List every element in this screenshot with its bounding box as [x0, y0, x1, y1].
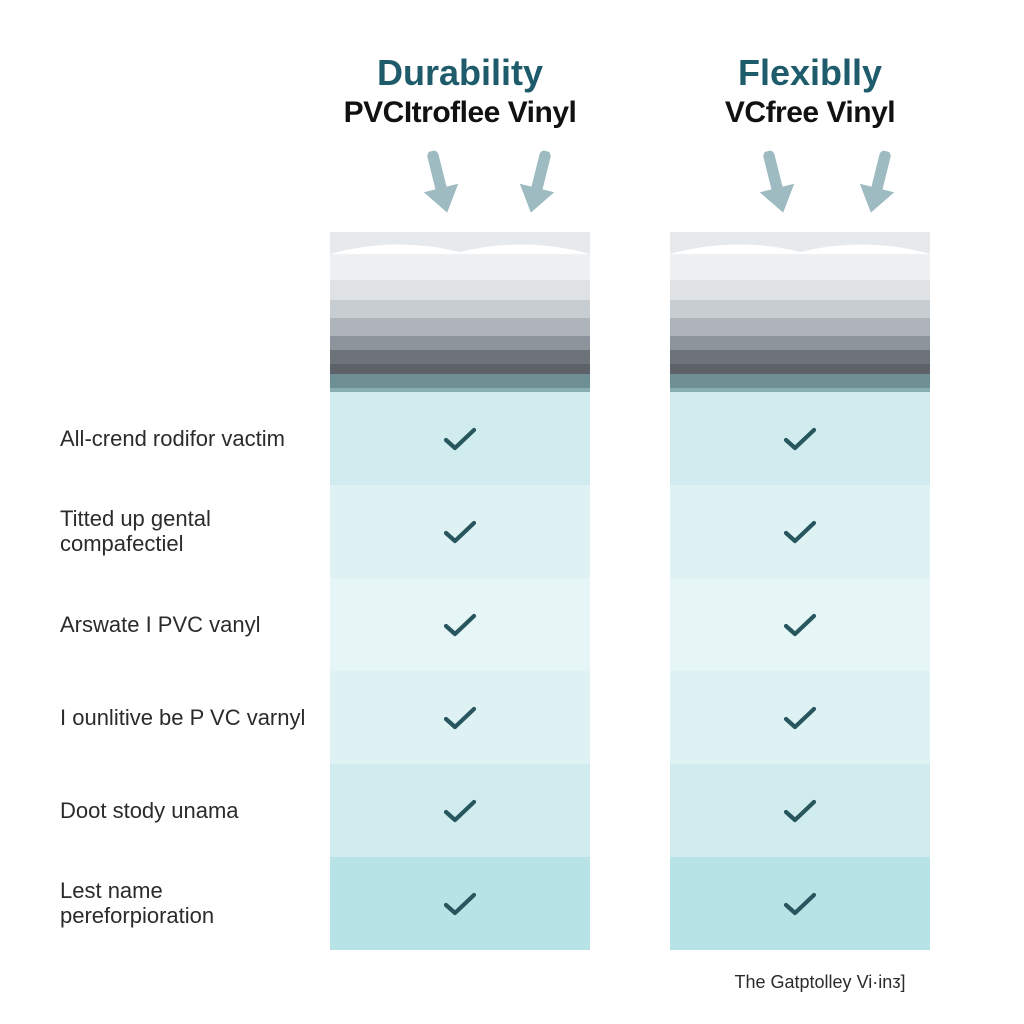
row-label: I ounlitive be P VC varnyl [60, 705, 320, 730]
table-row [330, 485, 590, 578]
row-label: Arswate I PVC vanyl [60, 612, 320, 637]
row-label: Lest namepereforpioration [60, 878, 320, 929]
check-icon [443, 798, 477, 824]
material-layers-graphic [670, 232, 930, 392]
column-header-right: FlexibllyVCfree Vinyl [660, 52, 960, 130]
check-icon [443, 705, 477, 731]
column-subtitle: PVCItroflee Vinyl [310, 96, 610, 130]
down-arrow-icon [500, 144, 575, 232]
check-icon [443, 891, 477, 917]
table-row [670, 857, 930, 950]
column-title: Flexiblly [660, 52, 960, 94]
table-row [330, 857, 590, 950]
check-icon [783, 891, 817, 917]
down-arrow-icon [404, 144, 479, 232]
comparison-column-right [670, 392, 930, 952]
down-arrow-icon [740, 144, 815, 232]
row-label: All-crend rodifor vactim [60, 426, 320, 451]
table-row [330, 671, 590, 764]
table-row [330, 392, 590, 485]
check-icon [783, 705, 817, 731]
check-icon [443, 426, 477, 452]
row-label: Titted up gentalcompafectiel [60, 506, 320, 557]
table-row [670, 392, 930, 485]
row-label: Doot stody unama [60, 798, 320, 823]
table-row [330, 764, 590, 857]
check-icon [443, 519, 477, 545]
check-icon [443, 612, 477, 638]
table-row [670, 578, 930, 671]
column-title: Durability [310, 52, 610, 94]
down-arrow-icon [840, 144, 915, 232]
table-row [670, 671, 930, 764]
check-icon [783, 798, 817, 824]
material-layers-graphic [330, 232, 590, 392]
column-header-left: DurabilityPVCItroflee Vinyl [310, 52, 610, 130]
check-icon [783, 612, 817, 638]
column-subtitle: VCfree Vinyl [660, 96, 960, 130]
caption-text: The Gatptolley Vi·inᴣ] [700, 972, 940, 993]
comparison-column-left [330, 392, 590, 952]
table-row [330, 578, 590, 671]
table-row [670, 764, 930, 857]
check-icon [783, 519, 817, 545]
table-row [670, 485, 930, 578]
check-icon [783, 426, 817, 452]
